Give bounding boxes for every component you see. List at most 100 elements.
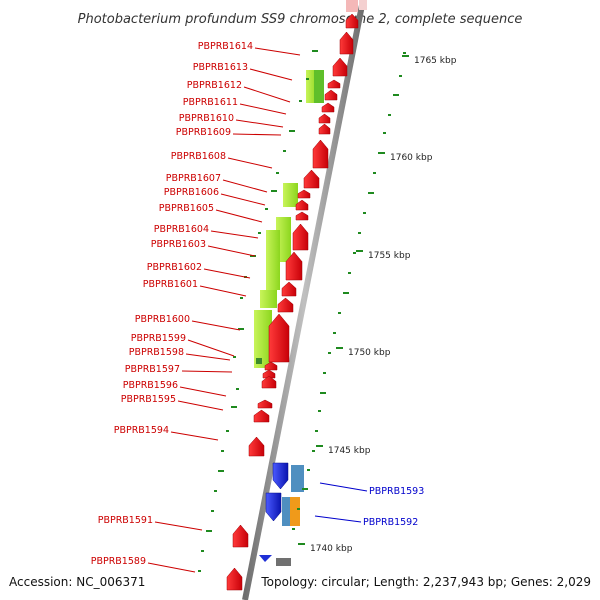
- tick-mark: [218, 470, 224, 472]
- label-leader-line: [179, 386, 227, 397]
- label-leader-line: [199, 285, 247, 297]
- chromosome-backbone: [242, 0, 366, 600]
- forward-cds-arrow: [281, 281, 297, 297]
- tick-mark: [299, 100, 302, 102]
- tick-mark: [198, 570, 201, 572]
- forward-cds-arrow: [226, 567, 243, 591]
- forward-cds-arrow: [339, 31, 354, 55]
- tick-mark: [320, 392, 326, 394]
- gene-label: PBPRB1597: [125, 364, 180, 375]
- forward-cds-arrow: [285, 251, 303, 281]
- lime-bar-1607: [283, 183, 298, 207]
- gene-label: PBPRB1613: [193, 62, 248, 73]
- major-tick: [402, 55, 409, 57]
- label-leader-line: [222, 179, 268, 193]
- label-leader-line: [191, 320, 241, 331]
- forward-cds-arrow: [324, 89, 338, 101]
- tick-mark: [368, 192, 374, 194]
- gene-label: PBPRB1607: [166, 173, 221, 184]
- forward-cds-arrow: [264, 361, 278, 371]
- scale-label: 1740 kbp: [310, 544, 353, 554]
- tick-mark: [373, 172, 376, 174]
- forward-cds-arrow: [268, 313, 290, 363]
- gene-label: PBPRB1600: [135, 314, 190, 325]
- tick-mark: [328, 352, 331, 354]
- forward-cds-arrow: [303, 169, 320, 189]
- tick-mark: [292, 528, 295, 530]
- tick-mark: [258, 232, 261, 234]
- label-leader-line: [232, 133, 282, 136]
- gene-label: PBPRB1591: [98, 515, 153, 526]
- tick-mark: [265, 208, 268, 210]
- label-leader-line: [181, 370, 233, 373]
- tick-mark: [333, 332, 336, 334]
- forward-cds-arrow: [345, 13, 359, 29]
- left-gene-labels: PBPRB1614 PBPRB1613 PBPRB1612 PBPRB1611 PBPR…: [91, 41, 301, 573]
- teal-bar-1593: [291, 465, 304, 492]
- top-features: [346, 0, 367, 12]
- label-leader-line: [203, 268, 251, 279]
- tick-mark: [323, 372, 326, 374]
- forward-cds-arrow: [332, 57, 348, 77]
- tick-mark: [238, 328, 244, 330]
- gene-label: PBPRB1596: [123, 380, 178, 391]
- forward-cds-arrow: [232, 524, 249, 548]
- tick-mark: [211, 510, 214, 512]
- right-gene-labels: PBPRB1593 PBPRB1592: [314, 482, 424, 528]
- other-features: [276, 465, 304, 566]
- tick-mark: [343, 292, 349, 294]
- forward-cds-arrow: [257, 399, 273, 409]
- tick-mark: [271, 190, 277, 192]
- label-leader-line: [177, 400, 224, 411]
- label-leader-line: [147, 562, 196, 573]
- tick-mark: [302, 488, 308, 490]
- gene-label: PBPRB1592: [363, 517, 418, 528]
- label-leader-line: [215, 209, 263, 223]
- orange-bar-1592: [290, 497, 300, 526]
- gene-label: PBPRB1612: [187, 80, 242, 91]
- forward-cds-arrow: [318, 113, 331, 124]
- scale-labels: 1765 kbp 1760 kbp 1755 kbp 1750 kbp 1745 kbp…: [298, 55, 457, 554]
- forward-cds-arrow: [253, 409, 270, 423]
- forward-cds-arrow: [312, 139, 329, 169]
- tick-mark: [312, 450, 315, 452]
- reverse-cds-arrow: [265, 492, 282, 522]
- tick-mark: [318, 410, 321, 412]
- dark-green-mark: [256, 358, 262, 364]
- tick-mark: [214, 490, 217, 492]
- forward-cds-arrow: [295, 199, 309, 211]
- gene-label: PBPRB1603: [151, 239, 206, 250]
- gene-label: PBPRB1609: [176, 127, 231, 138]
- gene-label: PBPRB1589: [91, 556, 146, 567]
- label-leader-line: [254, 47, 301, 56]
- tick-mark: [348, 272, 351, 274]
- label-leader-line: [187, 339, 235, 357]
- label-leader-line: [170, 431, 219, 441]
- gene-label: PBPRB1606: [164, 187, 219, 198]
- tick-mark: [315, 430, 318, 432]
- lime-bar-1603: [266, 230, 280, 290]
- map-title: Photobacterium profundum SS9 chromosome …: [78, 12, 523, 27]
- label-leader-line: [207, 245, 256, 257]
- label-leader-line: [249, 68, 293, 81]
- tick-mark: [393, 94, 399, 96]
- gene-label: PBPRB1593: [369, 486, 424, 497]
- tick-mark: [403, 52, 406, 54]
- tick-mark: [383, 132, 386, 134]
- gene-label: PBPRB1604: [154, 224, 209, 235]
- gene-label: PBPRB1605: [159, 203, 214, 214]
- forward-cds-arrow: [261, 375, 277, 389]
- tick-mark: [307, 469, 310, 471]
- tick-mark: [283, 150, 286, 152]
- major-tick: [316, 445, 323, 447]
- tick-mark: [221, 450, 224, 452]
- major-tick: [378, 152, 385, 154]
- label-leader-line: [185, 353, 231, 361]
- forward-cds-track: [226, 13, 359, 591]
- tick-mark: [388, 114, 391, 116]
- lime-bar-1613b: [314, 70, 324, 103]
- gene-label: PBPRB1611: [183, 97, 238, 108]
- gene-label: PBPRB1614: [198, 41, 253, 52]
- forward-cds-arrow: [321, 102, 335, 113]
